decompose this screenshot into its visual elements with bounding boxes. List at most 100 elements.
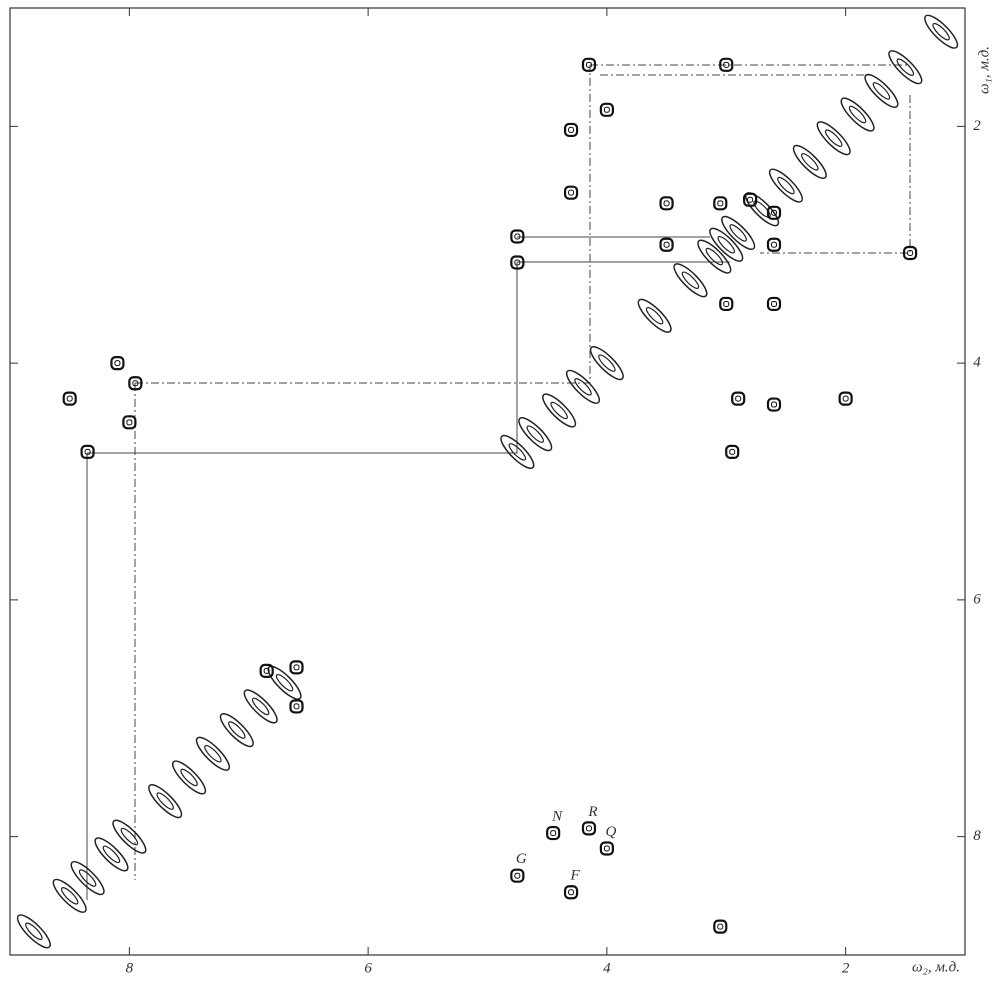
cross-peak-core (569, 127, 574, 132)
cross-peak (511, 230, 523, 242)
diagonal-peak-core (871, 81, 892, 102)
cross-peak-core (551, 831, 556, 836)
diagonal-peak-core (227, 720, 248, 741)
y-tick-label: 2 (973, 118, 981, 134)
diagonal-peak (813, 118, 854, 159)
plot-frame (10, 8, 965, 955)
diagonal-peak-core (847, 104, 868, 125)
y-tick-label: 8 (973, 828, 981, 844)
diagonal-peak (67, 858, 108, 899)
cross-peak-core (294, 665, 299, 670)
cross-peak (601, 842, 613, 854)
diagonal-peak-core (525, 424, 546, 445)
x-tick-label: 4 (603, 960, 611, 976)
diagonal-peak (109, 816, 150, 857)
cross-peak-core (604, 107, 609, 112)
cross-peak (111, 357, 123, 369)
y-tick-label: 4 (973, 355, 981, 371)
diagonal-peak-core (203, 744, 224, 765)
diagonal-peak-core (549, 400, 570, 421)
diagonal-peak (921, 11, 962, 52)
diagonal-peak (91, 834, 132, 875)
cross-peak (768, 399, 780, 411)
cross-peak (661, 239, 673, 251)
x-axis-label: ω₂, м.д. (912, 959, 960, 975)
diagonal-peak (539, 390, 580, 431)
cross-peak (565, 124, 577, 136)
cross-peak-core (772, 402, 777, 407)
diagonal-peak (192, 733, 233, 774)
cross-peak-core (115, 361, 120, 366)
peak-label: G (516, 851, 527, 867)
diagonal-peak (670, 260, 711, 301)
cross-peak-core (515, 873, 520, 878)
diagonal-peak (13, 911, 54, 952)
cross-peak (511, 870, 523, 882)
cross-peak (82, 446, 94, 458)
cross-peak (547, 827, 559, 839)
cross-peak (291, 661, 303, 673)
diagonal-peak (885, 47, 926, 88)
cross-peak-core (604, 846, 609, 851)
cross-peak (840, 393, 852, 405)
x-tick-label: 8 (126, 960, 134, 976)
x-tick-label: 2 (842, 960, 850, 976)
diagonal-peak (240, 686, 281, 727)
cross-peak-core (515, 234, 520, 239)
diagonal-peak (634, 295, 675, 336)
diagonal-peak-core (931, 21, 952, 42)
cross-peak-core (569, 890, 574, 895)
cross-peak-core (127, 420, 132, 425)
cross-peak-core (569, 190, 574, 195)
cross-peak-core (724, 301, 729, 306)
peak-label: Q (605, 824, 616, 840)
cross-peak-core (294, 704, 299, 709)
cross-peak (732, 393, 744, 405)
cross-peak-core (736, 396, 741, 401)
cross-peak-core (772, 242, 777, 247)
cross-peak-core (586, 826, 591, 831)
cross-peak-core (664, 201, 669, 206)
diagonal-peak-core (179, 767, 200, 788)
diagonal-peak-core (119, 826, 140, 847)
diagonal-peak (586, 343, 627, 384)
cross-peak (565, 886, 577, 898)
cross-peak (768, 239, 780, 251)
cross-peak (583, 822, 595, 834)
diagonal-peak (515, 414, 556, 455)
y-tick-label: 6 (973, 591, 981, 607)
cross-peak (565, 187, 577, 199)
diagonal-peak-core (597, 353, 618, 374)
connector (87, 262, 517, 453)
cross-peak (291, 700, 303, 712)
cross-peak (661, 197, 673, 209)
connector (135, 65, 590, 383)
diagonal-peak-core (250, 696, 271, 717)
peak-label: N (551, 809, 563, 825)
cross-peak (123, 416, 135, 428)
cross-peak-core (718, 924, 723, 929)
diagonal-peak (765, 165, 806, 206)
cross-peak-core (664, 242, 669, 247)
diagonal-peak (49, 875, 90, 916)
cross-peak-core (772, 301, 777, 306)
diagonal-peak (837, 94, 878, 135)
cross-peak (720, 298, 732, 310)
chart: ω₂, м.д. ω₁, м.д. 86422468NRQGF (0, 0, 997, 982)
cross-peak-core (718, 201, 723, 206)
cross-peak-core (730, 449, 735, 454)
y-axis-label: ω₁, м.д. (976, 46, 992, 94)
peak-series (13, 11, 961, 952)
diagonal-peak-core (77, 868, 98, 889)
diagonal-peak-core (895, 57, 916, 78)
diagonal-peak (861, 70, 902, 111)
cross-peak-core (748, 197, 753, 202)
diagonal-peak-core (680, 270, 701, 291)
cross-peak-core (67, 396, 72, 401)
diagonal-peak-core (800, 152, 821, 173)
cross-peak (714, 921, 726, 933)
cross-peak-core (843, 396, 848, 401)
cross-peak (601, 104, 613, 116)
cross-peak (768, 298, 780, 310)
